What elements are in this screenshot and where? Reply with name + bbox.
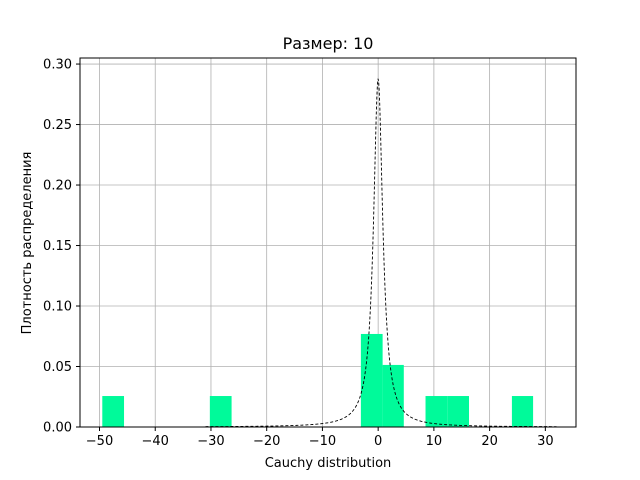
x-tick-label: 0 [374, 434, 382, 449]
histogram-bar [102, 396, 125, 427]
x-axis-ticks: −50 −40 −30 −20 −10 0 10 20 30 [86, 427, 554, 449]
histogram-bar [382, 364, 404, 427]
y-tick-label: 0.25 [43, 118, 72, 133]
x-tick-label: −10 [309, 434, 336, 449]
y-tick-label: 0.30 [43, 58, 72, 73]
x-tick-label: −20 [253, 434, 280, 449]
chart-title: Размер: 10 [283, 34, 374, 53]
y-tick-label: 0.00 [43, 421, 72, 436]
x-tick-label: 20 [481, 434, 498, 449]
y-tick-label: 0.15 [43, 239, 72, 254]
grid-lines [80, 58, 576, 428]
plot-frame [79, 57, 577, 428]
histogram-bars [102, 333, 534, 427]
histogram-bar [425, 396, 448, 427]
density-curve [205, 78, 557, 428]
histogram-bar [360, 333, 383, 427]
x-tick-label: 10 [426, 434, 443, 449]
y-tick-label: 0.20 [43, 179, 72, 194]
histogram-bar [447, 396, 469, 427]
y-axis-label: Плотность распределения [20, 152, 35, 335]
x-tick-label: −30 [197, 434, 224, 449]
y-tick-label: 0.10 [43, 300, 72, 315]
histogram-bar [511, 396, 534, 427]
x-tick-label: 30 [537, 434, 554, 449]
y-tick-label: 0.05 [43, 360, 72, 375]
x-tick-label: −50 [86, 434, 113, 449]
histogram-bar [209, 396, 232, 427]
x-axis-label: Cauchy distribution [265, 456, 392, 471]
y-axis-ticks: 0.00 0.05 0.10 0.15 0.20 0.25 0.30 [43, 58, 80, 436]
x-tick-label: −40 [142, 434, 169, 449]
